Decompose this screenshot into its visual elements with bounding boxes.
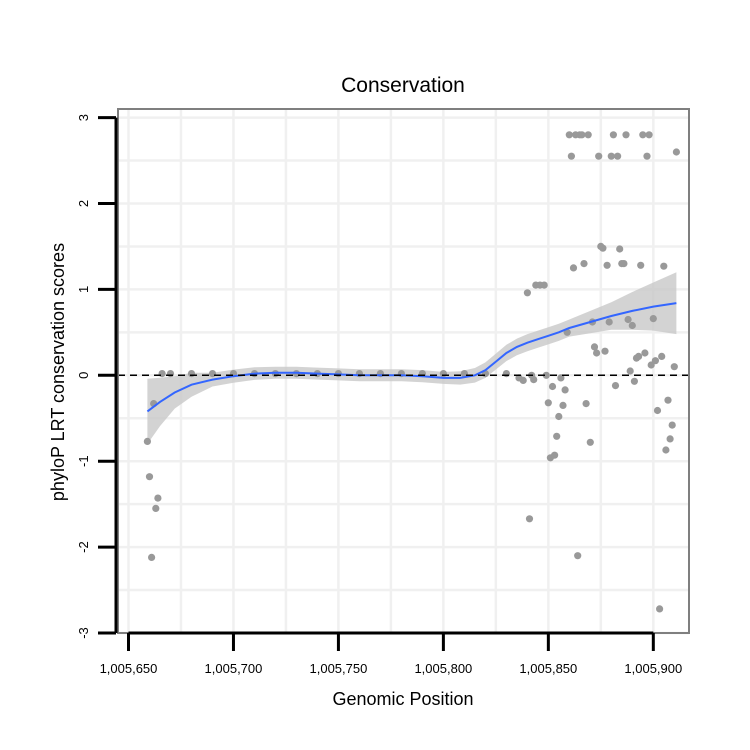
- data-point: [641, 349, 649, 357]
- data-point: [154, 494, 162, 502]
- data-point: [580, 260, 588, 268]
- data-point: [187, 370, 196, 378]
- data-point: [626, 367, 634, 375]
- data-point: [653, 406, 662, 415]
- points-group: [143, 131, 681, 613]
- data-point: [166, 370, 175, 378]
- x-tick-label: 1,005,900: [624, 661, 682, 676]
- x-axis-label: Genomic Position: [332, 689, 473, 709]
- data-point: [622, 131, 630, 139]
- data-point: [649, 315, 657, 323]
- y-tick-label: 2: [76, 200, 91, 207]
- data-point: [607, 152, 615, 160]
- data-point: [637, 261, 645, 269]
- y-tick-label: 3: [76, 114, 91, 121]
- data-point: [574, 552, 582, 560]
- data-point: [670, 363, 678, 371]
- data-point: [565, 131, 573, 139]
- data-point: [620, 260, 628, 268]
- data-point: [611, 382, 620, 390]
- data-point: [605, 318, 613, 326]
- data-point: [143, 437, 151, 445]
- data-point: [656, 605, 664, 613]
- data-point: [439, 370, 447, 378]
- x-axis: 1,005,650 1,005,700 1,005,750 1,005,800 1,00…: [100, 631, 682, 676]
- data-point: [639, 131, 647, 139]
- data-point: [666, 435, 674, 443]
- y-tick-label: -3: [76, 627, 91, 639]
- data-point: [561, 386, 569, 394]
- data-point: [569, 264, 578, 272]
- data-point: [542, 371, 550, 379]
- data-point: [523, 289, 532, 297]
- data-point: [567, 152, 576, 160]
- y-tick-label: 0: [76, 372, 91, 379]
- x-tick-label: 1,005,650: [100, 661, 158, 676]
- data-point: [668, 421, 676, 429]
- data-point: [540, 281, 548, 289]
- data-point: [616, 245, 624, 253]
- data-point: [557, 374, 565, 382]
- data-point: [593, 349, 601, 357]
- data-point: [662, 446, 670, 454]
- data-point: [635, 352, 643, 360]
- data-point: [658, 352, 666, 360]
- data-point: [548, 382, 557, 391]
- data-point: [609, 131, 618, 139]
- data-point: [145, 473, 154, 481]
- data-point: [601, 347, 609, 355]
- data-point: [590, 343, 599, 351]
- data-point: [651, 357, 660, 365]
- data-point: [584, 131, 592, 139]
- data-point: [158, 370, 166, 378]
- data-point: [525, 515, 534, 523]
- data-point: [628, 321, 636, 330]
- data-point: [578, 131, 586, 139]
- data-point: [643, 152, 651, 160]
- x-tick-label: 1,005,800: [414, 661, 472, 676]
- chart-title: Conservation: [341, 74, 465, 97]
- data-point: [553, 432, 561, 440]
- data-point: [208, 370, 217, 378]
- data-point: [645, 131, 653, 139]
- y-tick-label: 1: [76, 286, 91, 293]
- data-point: [599, 244, 607, 252]
- y-axis: -3 -2 -1 0 1 2 3: [76, 114, 118, 639]
- data-point: [630, 377, 639, 385]
- data-point: [595, 152, 603, 160]
- data-point: [586, 438, 594, 446]
- data-point: [519, 376, 527, 384]
- data-point: [614, 152, 622, 160]
- data-point: [664, 396, 672, 404]
- smooth-group: [146, 302, 677, 413]
- y-axis-label: phyloP LRT conservation scores: [48, 243, 68, 501]
- x-tick-label: 1,005,850: [519, 661, 577, 676]
- data-point: [555, 412, 563, 421]
- y-tick-label: -2: [76, 541, 91, 553]
- data-point: [148, 553, 156, 562]
- data-point: [672, 148, 681, 156]
- data-point: [660, 262, 668, 270]
- data-point: [624, 315, 632, 324]
- data-point: [502, 370, 510, 378]
- data-point: [603, 261, 611, 269]
- smooth-line: [146, 302, 677, 413]
- data-point: [152, 504, 160, 512]
- x-tick-label: 1,005,750: [310, 661, 368, 676]
- x-tick-label: 1,005,700: [205, 661, 263, 676]
- data-point: [582, 400, 590, 408]
- y-tick-label: -1: [76, 455, 91, 467]
- data-point: [530, 376, 538, 384]
- data-point: [559, 401, 567, 409]
- data-point: [551, 451, 559, 459]
- data-point: [544, 399, 552, 407]
